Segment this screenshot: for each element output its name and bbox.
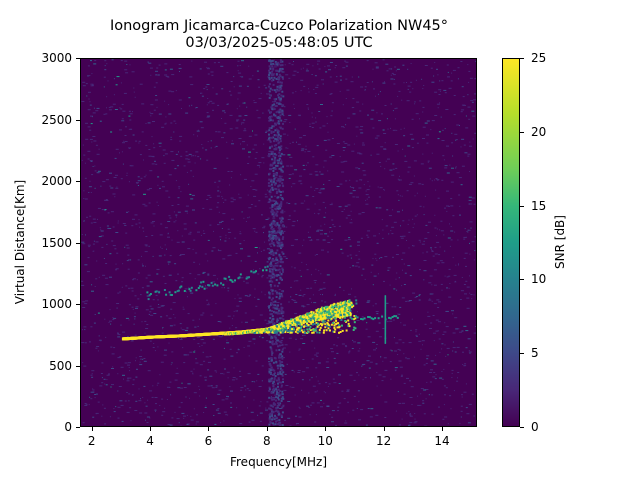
y-tick-label: 2500: [41, 112, 72, 127]
chart-title-line2: 03/03/2025-05:48:05 UTC: [185, 35, 373, 51]
colorbar-tick-mark: [520, 131, 524, 133]
colorbar-tick-label: 20: [531, 124, 547, 139]
colorbar-label: SNR [dB]: [553, 215, 567, 269]
x-tick-label: 2: [87, 434, 96, 448]
x-tick-label: 12: [375, 434, 392, 448]
x-tick-label: 8: [262, 434, 271, 448]
y-tick-label: 0: [64, 420, 72, 434]
chart-title-line1: Ionogram Jicamarca-Cuzco Polarization NW…: [109, 18, 449, 34]
y-tick-label: 1000: [41, 297, 72, 311]
colorbar-tick-mark: [520, 427, 524, 428]
x-tick-mark: [441, 427, 443, 431]
colorbar: [502, 58, 520, 427]
y-tick-mark: [76, 181, 80, 182]
y-tick-mark: [76, 242, 80, 244]
colorbar-tick-mark: [520, 205, 524, 207]
colorbar-tick-mark: [520, 353, 524, 355]
y-tick-label: 3000: [41, 51, 72, 65]
ionogram-heatmap: [80, 58, 477, 427]
x-tick-mark: [383, 427, 385, 431]
y-axis-label: Virtual Distance[Km]: [13, 179, 27, 305]
x-tick-label: 6: [204, 434, 213, 448]
y-tick-mark: [76, 58, 80, 59]
colorbar-tick-label: 5: [531, 346, 539, 361]
heatmap-canvas: [81, 59, 476, 426]
colorbar-tick-mark: [520, 58, 524, 59]
x-tick-label: 4: [146, 434, 154, 448]
x-tick-mark: [150, 427, 152, 431]
x-tick-label: 10: [317, 434, 333, 448]
x-tick-mark: [325, 427, 327, 431]
y-tick-label: 2000: [41, 174, 72, 188]
x-tick-mark: [91, 427, 93, 431]
x-tick-mark: [266, 427, 268, 431]
y-tick-mark: [76, 365, 80, 367]
y-tick-label: 500: [49, 358, 72, 373]
y-tick-mark: [76, 427, 80, 428]
colorbar-tick-label: 25: [531, 51, 547, 65]
colorbar-tick-label: 0: [531, 420, 539, 434]
colorbar-tick-label: 10: [531, 272, 547, 287]
colorbar-tick-mark: [520, 279, 524, 281]
colorbar-tick-label: 15: [531, 198, 547, 213]
x-axis-label: Frequency[MHz]: [229, 455, 328, 469]
x-tick-mark: [208, 427, 210, 431]
y-tick-label: 1500: [41, 235, 72, 250]
y-tick-mark: [76, 304, 80, 305]
x-tick-label: 14: [434, 434, 450, 448]
y-tick-mark: [76, 119, 80, 121]
